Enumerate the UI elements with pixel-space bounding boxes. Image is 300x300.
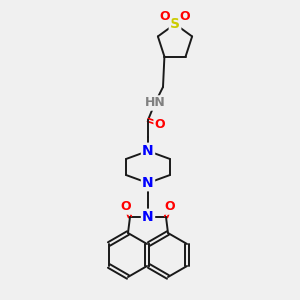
Text: N: N xyxy=(142,144,154,158)
Text: O: O xyxy=(155,118,165,130)
Text: O: O xyxy=(121,200,131,214)
Text: N: N xyxy=(142,176,154,190)
Text: HN: HN xyxy=(145,97,165,110)
Text: O: O xyxy=(180,10,190,22)
Text: S: S xyxy=(170,17,180,31)
Text: N: N xyxy=(142,210,154,224)
Text: O: O xyxy=(160,10,170,22)
Text: O: O xyxy=(165,200,175,214)
